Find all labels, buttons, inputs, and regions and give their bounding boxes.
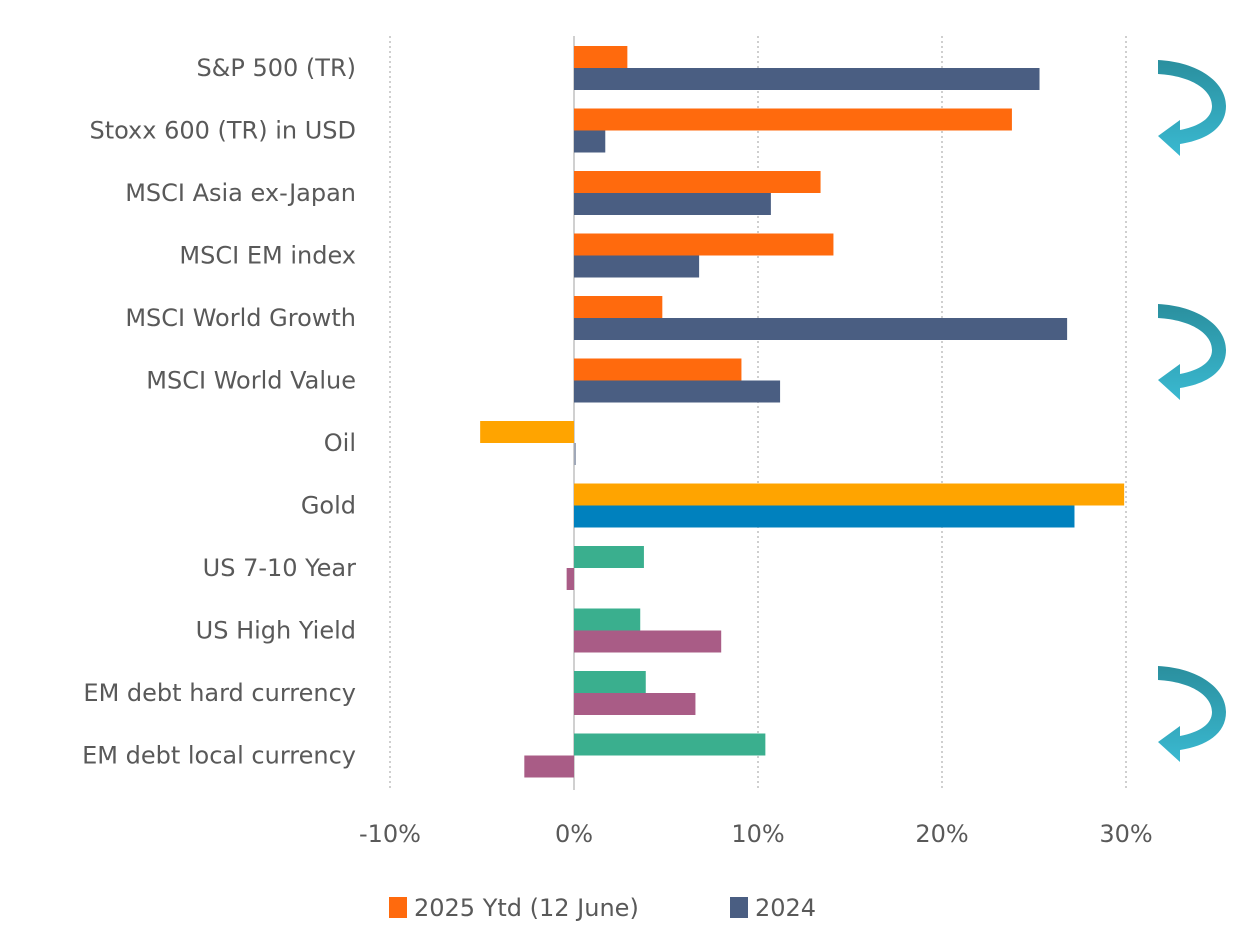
category-label: MSCI World Value <box>146 367 356 395</box>
x-tick-label: 0% <box>555 820 593 848</box>
curved-arrow-icon <box>1158 666 1226 762</box>
bar-2025 <box>574 483 1125 506</box>
bar-2024 <box>574 68 1040 90</box>
bar-2025 <box>574 108 1012 131</box>
arrow-shape <box>1158 60 1226 156</box>
bar-2024 <box>574 693 696 715</box>
bar-2025 <box>574 46 628 68</box>
bar-2024 <box>574 630 722 653</box>
category-labels: S&P 500 (TR) Stoxx 600 (TR) in USD MSCI As… <box>82 54 356 770</box>
category-label: MSCI World Growth <box>125 304 356 332</box>
x-tick-label: -10% <box>359 820 421 848</box>
bar-2024 <box>574 505 1075 528</box>
category-label: Oil <box>324 429 356 457</box>
legend-swatch-2024 <box>730 897 748 918</box>
category-label: EM debt local currency <box>82 742 356 770</box>
category-label: MSCI EM index <box>179 242 356 270</box>
legend: 2025 Ytd (12 June) 2024 <box>389 894 816 922</box>
category-label: Gold <box>301 492 356 520</box>
category-label: EM debt hard currency <box>83 679 356 707</box>
x-tick-label: 30% <box>1099 820 1152 848</box>
curved-arrow-icon <box>1158 304 1226 400</box>
bar-2024 <box>574 193 771 215</box>
gridlines <box>389 36 1127 790</box>
bar-2024 <box>574 443 576 465</box>
bar-2024 <box>574 255 700 278</box>
category-label: US 7-10 Year <box>203 554 356 582</box>
category-label: MSCI Asia ex-Japan <box>125 179 356 207</box>
bar-2025 <box>574 296 663 318</box>
bar-2025 <box>574 608 641 631</box>
category-label: Stoxx 600 (TR) in USD <box>89 117 356 145</box>
legend-label-2024: 2024 <box>755 894 816 922</box>
bar-2025 <box>574 546 644 568</box>
bar-2024 <box>574 130 606 153</box>
curved-arrow-icon <box>1158 60 1226 156</box>
bar-2024 <box>524 755 574 778</box>
x-tick-label: 20% <box>915 820 968 848</box>
bar-2025 <box>480 421 574 443</box>
legend-swatch-2025 <box>389 897 407 918</box>
bar-2024 <box>566 568 574 590</box>
bar-2024 <box>574 380 781 403</box>
legend-label-2025: 2025 Ytd (12 June) <box>414 894 639 922</box>
annotations <box>1158 60 1226 762</box>
bar-2025 <box>574 671 646 693</box>
bar-2025 <box>574 171 821 193</box>
arrow-shape <box>1158 304 1226 400</box>
bar-2025 <box>574 358 742 381</box>
bar-2024 <box>574 318 1068 340</box>
bar-2025 <box>574 233 834 256</box>
category-label: S&P 500 (TR) <box>196 54 356 82</box>
bars <box>480 46 1125 778</box>
x-axis-tick-labels: -10% 0% 10% 20% 30% <box>359 820 1153 848</box>
arrow-shape <box>1158 666 1226 762</box>
bar-2025 <box>574 733 766 756</box>
x-tick-label: 10% <box>731 820 784 848</box>
category-label: US High Yield <box>196 617 356 645</box>
